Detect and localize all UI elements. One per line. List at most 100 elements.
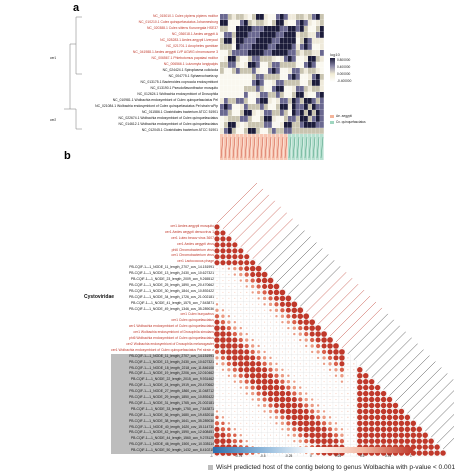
legend-tick-0: 0.800000	[337, 58, 351, 62]
matrix-circle	[309, 319, 316, 326]
matrix-circle	[291, 307, 298, 314]
matrix-diagonal-label	[228, 194, 270, 236]
matrix-circle	[392, 408, 399, 415]
heatmap-cell	[276, 128, 280, 134]
matrix-circle	[327, 432, 333, 438]
matrix-circle	[222, 387, 224, 389]
heatmap-cell	[280, 110, 284, 116]
matrix-circle	[214, 421, 220, 426]
heatmap-cell	[232, 122, 236, 128]
matrix-circle	[249, 366, 256, 373]
matrix-diagonal-label	[300, 266, 341, 307]
matrix-circle	[304, 439, 309, 444]
heatmap-cell	[248, 80, 252, 86]
heatmap-cell	[252, 74, 256, 80]
heatmap-cell	[320, 116, 324, 122]
matrix-circle	[297, 426, 303, 432]
heatmap-cell	[288, 122, 292, 128]
matrix-circle	[244, 260, 250, 266]
matrix-circle	[380, 420, 387, 427]
matrix-circle	[216, 279, 218, 282]
matrix-circle	[291, 301, 298, 308]
matrix-circle	[258, 333, 260, 335]
heatmap-cell	[284, 44, 288, 50]
heatmap-cell	[268, 56, 272, 62]
heatmap-cell	[312, 92, 316, 98]
heatmap-cell	[248, 116, 252, 122]
matrix-circle	[357, 367, 363, 373]
matrix-circle	[267, 277, 274, 284]
matrix-circle	[428, 438, 434, 444]
column-label-block	[276, 134, 280, 160]
matrix-circle	[258, 434, 260, 436]
matrix-circle	[279, 301, 285, 307]
heatmap-cell	[284, 14, 288, 20]
panel-b-row-label: PB-CQIF-1—1_NODE_31_length_1765_cov_21.0…	[111, 400, 214, 407]
matrix-circle	[315, 337, 321, 343]
matrix-circle	[232, 260, 238, 266]
heatmap-cell	[304, 116, 308, 122]
matrix-circle	[246, 404, 248, 407]
heatmap-cell	[248, 20, 252, 26]
matrix-circle	[311, 363, 313, 365]
matrix-circle	[227, 320, 231, 324]
heatmap-cell	[220, 86, 224, 92]
matrix-circle	[226, 361, 231, 366]
heatmap-cell	[280, 98, 284, 104]
heatmap-cell	[252, 68, 256, 74]
matrix-circle	[262, 367, 268, 373]
heatmap-cell	[296, 44, 300, 50]
matrix-circle	[232, 337, 238, 343]
matrix-circle	[246, 422, 248, 424]
heatmap-cell	[236, 128, 240, 134]
matrix-circle	[323, 375, 325, 377]
matrix-circle	[310, 337, 315, 343]
matrix-circle	[240, 392, 242, 395]
matrix-circle	[269, 351, 272, 353]
matrix-circle	[240, 416, 242, 418]
heatmap-cell	[252, 50, 256, 56]
matrix-circle	[268, 302, 273, 306]
heatmap-cell	[252, 92, 256, 98]
heatmap-cell	[316, 122, 320, 128]
matrix-circle	[251, 398, 254, 401]
heatmap-cell	[248, 86, 252, 92]
matrix-circle	[220, 260, 226, 266]
matrix-diagonal-label	[413, 379, 454, 420]
matrix-diagonal-label	[258, 224, 299, 265]
heatmap-cell	[300, 14, 304, 20]
matrix-circle	[269, 309, 272, 312]
matrix-circle	[249, 372, 256, 379]
matrix-circle	[221, 362, 225, 366]
heatmap-cell	[304, 56, 308, 62]
matrix-circle	[392, 420, 399, 427]
matrix-circle	[234, 297, 236, 299]
matrix-circle	[310, 409, 315, 414]
heatmap-cell	[284, 68, 288, 74]
matrix-circle	[237, 355, 244, 361]
heatmap-cell	[288, 92, 292, 98]
matrix-circle	[374, 420, 381, 427]
colorbar-tick: 0.75	[385, 454, 392, 458]
heatmap-cell	[220, 110, 224, 116]
heatmap-cell	[264, 74, 268, 80]
matrix-circle	[285, 408, 292, 415]
matrix-circle	[329, 387, 331, 389]
heatmap-cell	[276, 80, 280, 86]
heatmap-cell	[268, 74, 272, 80]
heatmap-cell	[312, 38, 316, 44]
matrix-circle	[215, 415, 219, 420]
matrix-circle	[347, 363, 349, 365]
heatmap-cell	[292, 80, 296, 86]
panel-b-row-label: PB-CQIF-1—1_NODE_11_length_2707_cov_14.1…	[129, 265, 214, 270]
matrix-circle	[321, 426, 327, 432]
matrix-circle	[292, 433, 296, 437]
matrix-diagonal-label	[419, 390, 454, 426]
matrix-circle	[357, 378, 363, 385]
matrix-circle	[323, 381, 325, 383]
heatmap-cell	[248, 92, 252, 98]
heatmap-cell	[312, 20, 316, 26]
heatmap-cell	[312, 14, 316, 20]
matrix-circle	[304, 331, 309, 337]
matrix-circle	[273, 390, 280, 397]
